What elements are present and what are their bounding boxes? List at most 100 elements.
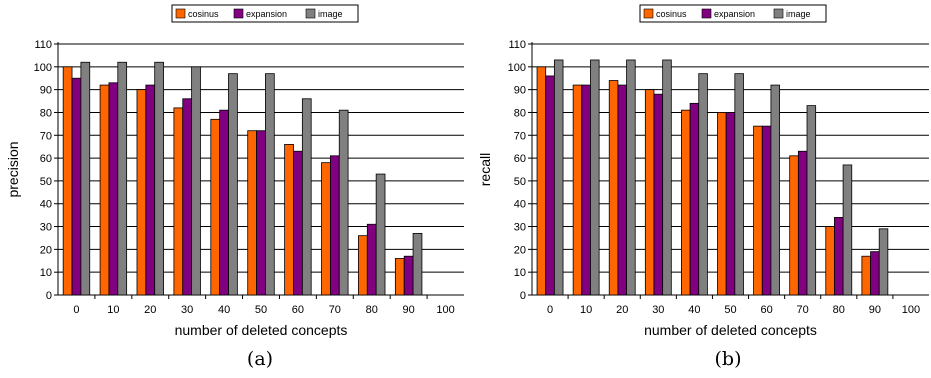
x-tick-label: 100 [902,304,920,316]
y-tick-label: 0 [46,290,52,302]
figure-caption: (a) [247,348,273,370]
legend-swatch-cosinus [175,8,186,19]
y-tick-label: 100 [34,62,52,74]
y-tick-label: 40 [514,199,526,211]
bar-expansion [870,251,880,296]
bar-cosinus [321,162,331,296]
bar-cosinus [861,255,871,296]
bar-cosinus [358,235,368,296]
bar-image [626,59,636,296]
legend-swatch-image [773,8,784,19]
bar-image [228,73,238,296]
legend: cosinus expansion image [171,4,359,23]
bar-cosinus [572,84,583,296]
bar-image [590,59,600,296]
legend-swatch-cosinus [643,8,654,19]
bar-cosinus [825,226,835,296]
legend-swatch-expansion [701,8,712,19]
bar-expansion [256,130,266,296]
bar-expansion [653,93,664,296]
x-tick-label: 80 [366,304,378,316]
x-tick-label: 50 [724,304,736,316]
y-tick-label: 30 [514,222,526,234]
legend-swatch-image [305,8,316,19]
bar-image [553,59,564,296]
x-tick-label: 50 [255,304,267,316]
bar-cosinus [210,118,221,296]
bar-image [117,61,128,296]
bar-expansion [108,82,119,296]
bar-cosinus [717,112,727,296]
legend-swatch-expansion [233,8,244,19]
bar-image [662,59,672,296]
bar-expansion [689,102,700,296]
bar-cosinus [136,89,147,296]
x-tick-label: 10 [580,304,592,316]
x-tick-label: 20 [616,304,628,316]
y-tick-label: 50 [40,176,52,188]
y-tick-label: 50 [514,176,526,188]
bar-cosinus [173,107,184,296]
x-axis-title: number of deleted concepts [644,322,817,338]
y-tick-label: 110 [508,39,526,51]
bar-expansion [834,217,844,296]
x-tick-label: 70 [329,304,341,316]
y-tick-label: 20 [40,244,52,256]
bar-expansion [581,84,591,296]
y-tick-label: 10 [40,267,52,279]
y-tick-label: 40 [40,199,52,211]
x-tick-label: 90 [403,304,415,316]
y-tick-label: 30 [40,222,52,234]
x-tick-label: 20 [144,304,156,316]
bar-cosinus [536,66,547,296]
bar-image [301,98,312,296]
bar-expansion [403,255,414,296]
bar-cosinus [681,109,691,296]
x-tick-label: 30 [181,304,193,316]
y-tick-label: 60 [40,153,52,165]
bar-image [842,164,853,296]
x-tick-label: 40 [688,304,700,316]
bar-cosinus [284,143,294,296]
bar-cosinus [644,89,655,296]
bar-expansion [145,84,156,296]
y-tick-label: 80 [514,107,526,119]
bar-expansion [725,112,736,296]
bar-image [698,73,708,296]
x-tick-label: 70 [797,304,809,316]
bar-expansion [761,125,772,296]
y-tick-label: 90 [514,85,526,97]
bar-image [770,84,780,296]
figure-caption: (b) [715,348,742,370]
y-axis-title: recall [477,153,493,186]
x-axis-title: number of deleted concepts [175,322,348,338]
x-tick-label: 80 [833,304,845,316]
legend-label-cosinus: cosinus [656,9,687,19]
bar-expansion [182,98,193,296]
bar-expansion [329,155,340,296]
y-tick-label: 100 [508,62,526,74]
x-tick-label: 60 [760,304,772,316]
bar-cosinus [394,258,405,296]
x-tick-label: 40 [218,304,230,316]
legend: cosinus expansion image [639,4,827,23]
x-tick-label: 0 [73,304,79,316]
legend-label-image: image [786,9,811,19]
bar-expansion [293,150,303,296]
legend-label-image: image [318,9,343,19]
bar-expansion [797,150,808,296]
x-tick-label: 0 [547,304,553,316]
x-tick-label: 60 [292,304,304,316]
bar-expansion [366,223,377,296]
y-tick-label: 70 [40,130,52,142]
legend-label-expansion: expansion [246,9,287,19]
x-tick-label: 100 [436,304,454,316]
chart-a: 0 10 20 30 40 50 60 70 80 90 100 110 0 10 20 30 40 50 60 70… [5,4,464,370]
y-tick-label: 60 [514,153,526,165]
bar-cosinus [608,80,619,296]
bar-cosinus [789,155,799,296]
y-tick-label: 110 [34,39,52,51]
y-axis-title: precision [5,141,21,197]
bar-image [80,61,91,296]
